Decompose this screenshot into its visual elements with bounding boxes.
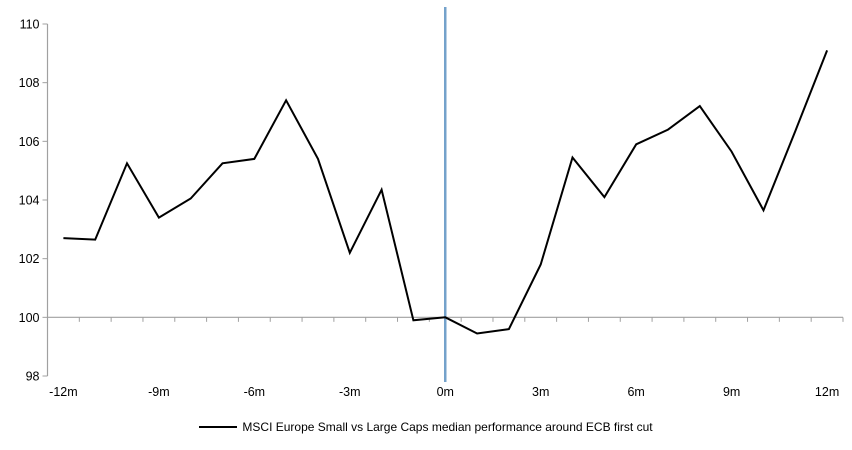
y-axis-tick-label: 100	[19, 311, 40, 325]
x-axis-tick-label: -12m	[49, 385, 77, 399]
legend-label: MSCI Europe Small vs Large Caps median p…	[242, 420, 653, 434]
x-axis-tick-label: 12m	[815, 385, 839, 399]
x-axis-tick-label: 3m	[532, 385, 549, 399]
x-axis-tick-label: -3m	[339, 385, 361, 399]
legend-line-swatch	[199, 426, 238, 428]
x-axis-tick-label: -6m	[244, 385, 266, 399]
series-line	[63, 50, 829, 335]
x-axis-tick-label: 6m	[627, 385, 644, 399]
y-axis-tick-label: 106	[19, 135, 40, 149]
x-axis-tick-label: -9m	[148, 385, 170, 399]
x-axis-tick-label: 0m	[437, 385, 454, 399]
legend: MSCI Europe Small vs Large Caps median p…	[0, 420, 852, 434]
x-axis-tick-label: 9m	[723, 385, 740, 399]
y-axis-tick-label: 98	[26, 370, 40, 384]
y-axis-tick-label: 104	[19, 194, 40, 208]
y-axis-tick-label: 110	[20, 18, 40, 32]
y-axis-tick-label: 102	[19, 252, 40, 266]
y-axis-tick-label: 108	[19, 76, 40, 90]
